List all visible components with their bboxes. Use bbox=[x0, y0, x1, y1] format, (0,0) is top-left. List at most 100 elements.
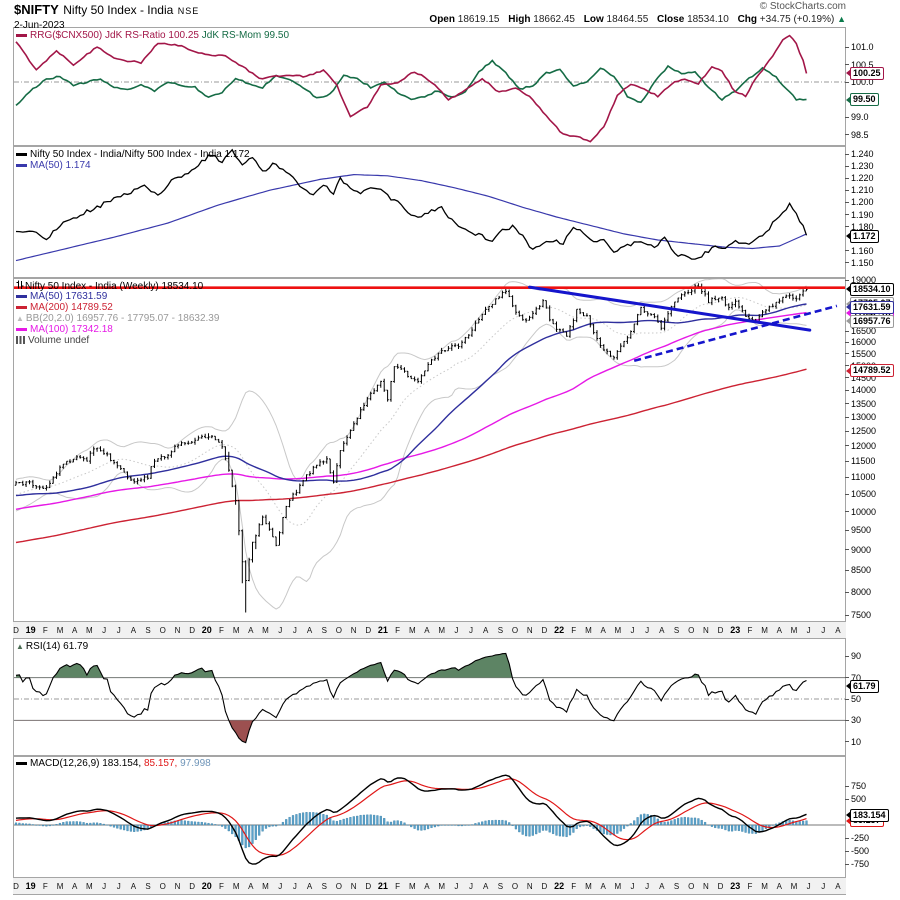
x-axis-month-label: O bbox=[688, 626, 695, 635]
x-axis-month-label: J bbox=[102, 626, 107, 635]
x-axis-month-label: N bbox=[174, 882, 181, 891]
x-axis-month-label: D bbox=[541, 882, 548, 891]
x-axis-month-label: S bbox=[321, 626, 327, 635]
y-axis-tick-mark bbox=[845, 698, 849, 700]
x-axis-month-label: J bbox=[292, 882, 297, 891]
price-title: Nifty 50 Index - India (Weekly) 18534.10 bbox=[25, 281, 204, 292]
y-axis-tick-mark bbox=[845, 226, 849, 228]
macd-legend: MACD(12,26,9) 183.154, 85.157, 97.998 bbox=[16, 758, 211, 769]
x-axis-month-label: M bbox=[790, 882, 798, 891]
x-axis-month-label: D bbox=[189, 626, 196, 635]
x-axis-month-label: F bbox=[42, 882, 48, 891]
x-axis-month-label: J bbox=[292, 626, 297, 635]
x-axis-month-label: O bbox=[159, 882, 166, 891]
x-axis-month-label: F bbox=[747, 626, 753, 635]
x-axis-month-label: M bbox=[438, 626, 445, 635]
rsi-legend: ▲ RSI(14) 61.79 bbox=[16, 641, 88, 652]
y-axis-tick-label: 100.5 bbox=[851, 59, 874, 70]
y-axis-tick-label: 14500 bbox=[851, 372, 877, 383]
ma100-label: MA(100) 17342.18 bbox=[30, 324, 113, 335]
y-axis-tick-mark bbox=[845, 549, 849, 551]
y-axis-tick-mark bbox=[845, 46, 849, 48]
macd-plot bbox=[14, 756, 845, 877]
y-axis-tick-label: 750 bbox=[851, 781, 867, 791]
legend-dash-icon bbox=[16, 152, 27, 156]
y-axis-tick-label: 70 bbox=[851, 672, 862, 683]
y-axis-tick-mark bbox=[845, 511, 849, 513]
y-axis-tick-label: 1.200 bbox=[851, 197, 874, 208]
x-axis-month-label: M bbox=[232, 882, 240, 891]
legend-dash-icon bbox=[16, 305, 27, 309]
x-axis-month-label: A bbox=[600, 882, 606, 891]
y-axis-tick-mark bbox=[845, 377, 849, 379]
y-axis-tick-label: 11000 bbox=[851, 472, 876, 483]
y-axis-tick-mark bbox=[845, 165, 849, 167]
x-axis-month-label: J bbox=[630, 882, 635, 891]
x-axis-month-label: D bbox=[717, 626, 724, 635]
x-axis-month-label: J bbox=[278, 882, 283, 891]
x-axis-month-label: A bbox=[776, 882, 782, 891]
x-axis-month-label: O bbox=[159, 626, 166, 635]
y-axis-tick-label: 10 bbox=[851, 736, 862, 747]
macd-main-label: MACD(12,26,9) 183.154, bbox=[30, 758, 142, 769]
macd-hist-label: 97.998 bbox=[180, 758, 211, 769]
rrg-ratio-label: JdK RS-Ratio 100.25 bbox=[105, 30, 199, 41]
x-axis-month-label: J bbox=[102, 882, 107, 891]
y-axis-tick-mark bbox=[845, 189, 849, 191]
x-axis-month-label: A bbox=[776, 626, 782, 635]
x-axis-month-label: 23 bbox=[730, 625, 741, 635]
y-axis-tick-mark bbox=[845, 250, 849, 252]
x-axis-month-label: F bbox=[219, 882, 224, 891]
volume-label: Volume undef bbox=[28, 335, 90, 346]
y-axis-tick-label: 15500 bbox=[851, 348, 877, 359]
rsi-area-icon: ▲ bbox=[16, 642, 24, 651]
x-axis-month-label: D bbox=[189, 882, 196, 891]
bb-label: BB(20,2.0) 16957.76 - 17795.07 - 18632.3… bbox=[25, 313, 220, 324]
y-axis-tick-label: 98.5 bbox=[851, 129, 869, 140]
y-axis-tick-mark bbox=[845, 201, 849, 203]
x-axis-month-label: J bbox=[645, 626, 650, 635]
exchange-label: NSE bbox=[177, 6, 200, 16]
x-axis-month-label: D bbox=[365, 626, 372, 635]
x-axis-month-label: N bbox=[174, 626, 181, 635]
x-axis-month-label: M bbox=[86, 626, 93, 635]
y-axis-tick-label: 99.0 bbox=[851, 112, 869, 122]
x-axis-month-label: F bbox=[42, 626, 48, 635]
x-axis-month-label: O bbox=[511, 626, 519, 635]
x-axis-month-label: A bbox=[72, 626, 78, 635]
x-axis-month-label: F bbox=[571, 626, 577, 635]
y-axis-tick-mark bbox=[845, 353, 849, 355]
ratio-ma-label: MA(50) 1.174 bbox=[30, 160, 91, 171]
y-axis-tick-mark bbox=[845, 850, 849, 852]
y-axis-tick-label: 1.240 bbox=[851, 149, 874, 159]
axis-value-badge: 16957.76 bbox=[850, 314, 894, 328]
ratio-legend: Nifty 50 Index - India/Nifty 500 Index -… bbox=[16, 149, 250, 171]
rrg-legend: RRG($CNX500) JdK RS-Ratio 100.25 JdK RS-… bbox=[16, 30, 289, 41]
y-axis-tick-label: 11500 bbox=[851, 456, 876, 467]
chg-value: +34.75 (+0.19%) bbox=[759, 14, 835, 25]
x-axis-month-label: S bbox=[497, 626, 504, 635]
macd-signal-label: 85.157, bbox=[143, 758, 178, 769]
x-axis-month-label: N bbox=[702, 882, 709, 891]
x-axis-month-label: N bbox=[526, 626, 533, 635]
x-axis-month-label: M bbox=[585, 882, 592, 891]
ratio-plot bbox=[14, 146, 845, 278]
axis-value-badge: 18534.10 bbox=[850, 282, 894, 296]
y-axis-tick-label: 16000 bbox=[851, 337, 877, 348]
y-axis-tick-label: 30 bbox=[851, 715, 862, 726]
x-axis-month-label: A bbox=[835, 882, 841, 891]
x-axis-month-label: 22 bbox=[554, 881, 565, 891]
y-axis-tick-mark bbox=[845, 529, 849, 531]
x-axis-month-label: J bbox=[821, 882, 826, 891]
x-axis-month-label: A bbox=[72, 882, 78, 891]
price-legend: Nifty 50 Index - India (Weekly) 18534.10… bbox=[16, 280, 219, 346]
y-axis-tick-label: 10000 bbox=[851, 506, 877, 517]
chart-header: $NIFTY Nifty 50 Index - India NSE 2-Jun-… bbox=[14, 1, 846, 31]
x-axis-month-label: M bbox=[761, 882, 768, 891]
x-axis-month-label: J bbox=[630, 626, 635, 635]
x-axis-month-label: F bbox=[219, 626, 224, 635]
y-axis-tick-label: 8000 bbox=[851, 587, 872, 598]
y-axis-tick-label: 500 bbox=[851, 794, 867, 804]
y-axis-tick-mark bbox=[845, 785, 849, 787]
axis-value-badge: 85.157 bbox=[850, 814, 884, 828]
